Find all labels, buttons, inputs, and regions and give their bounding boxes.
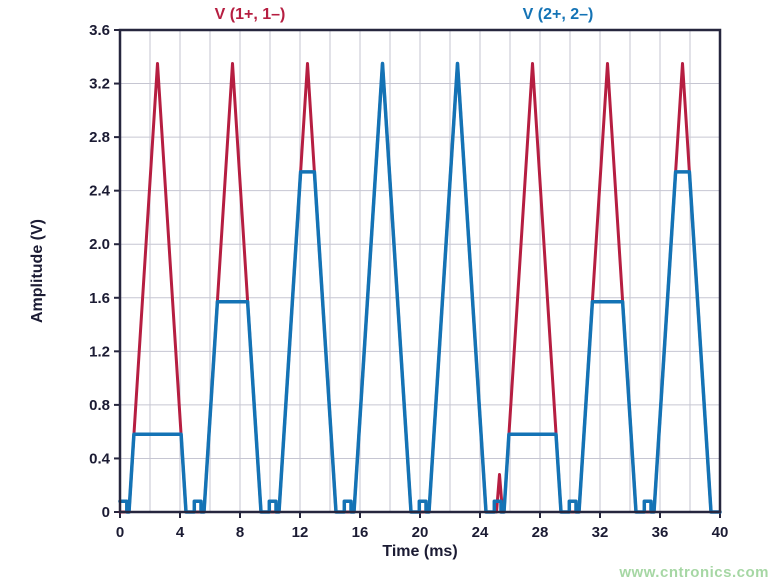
y-tick-label: 2.8 — [89, 129, 110, 146]
y-tick-label: 3.2 — [89, 76, 110, 93]
x-tick-label: 36 — [652, 524, 669, 541]
y-tick-label: 1.6 — [89, 290, 110, 307]
y-tick-label: 0.4 — [89, 450, 111, 467]
legend-label-series-2: V (2+, 2–) — [522, 6, 594, 23]
x-tick-label: 28 — [532, 524, 549, 541]
x-tick-label: 8 — [236, 524, 244, 541]
x-tick-label: 20 — [412, 524, 429, 541]
plot-border — [118, 28, 722, 514]
x-tick-label: 24 — [472, 524, 489, 541]
watermark: www.cntronics.com — [619, 564, 769, 581]
x-tick-label: 4 — [176, 524, 185, 541]
y-axis-title: Amplitude (V) — [29, 219, 46, 323]
y-tick-label: 0 — [102, 504, 110, 521]
legend-label-series-1: V (1+, 1–) — [214, 6, 286, 23]
y-tick-label: 2.0 — [89, 236, 110, 253]
x-tick-label: 40 — [712, 524, 729, 541]
x-tick-label: 16 — [352, 524, 369, 541]
y-tick-label: 0.8 — [89, 397, 110, 414]
y-tick-label: 2.4 — [89, 183, 111, 200]
y-tick-label: 3.6 — [89, 22, 110, 39]
x-axis-title: Time (ms) — [382, 543, 458, 560]
y-tick-label: 1.2 — [89, 343, 110, 360]
x-tick-label: 12 — [292, 524, 309, 541]
x-tick-label: 32 — [592, 524, 609, 541]
x-tick-label: 0 — [116, 524, 124, 541]
